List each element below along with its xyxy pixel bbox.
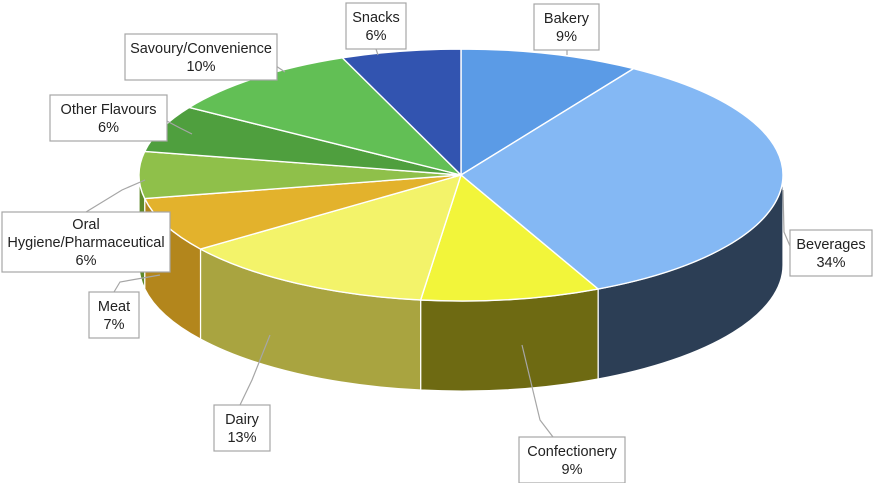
callout-category-label: Confectionery	[527, 444, 617, 460]
callout-category-label: Meat	[98, 299, 130, 315]
callout-leader-line	[113, 274, 161, 293]
callout-leader-line	[521, 344, 554, 438]
callout-leader-line	[164, 119, 193, 135]
callout-leader-line	[239, 334, 271, 406]
callout-percent-label: 9%	[556, 29, 577, 45]
pie-slice-bakery	[460, 48, 635, 176]
callout-box	[49, 94, 168, 142]
pie-side-confectionery	[420, 288, 599, 392]
callout-percent-label: 6%	[98, 120, 119, 136]
callout-bakery: Bakery 9%	[533, 3, 600, 55]
pie-slice-confectionery	[419, 174, 599, 302]
callout-box	[124, 33, 278, 81]
callout-box	[1, 211, 171, 273]
callout-box	[345, 2, 407, 50]
pie-top-faces	[138, 48, 784, 302]
callout-box	[518, 436, 626, 483]
callout-category-label: Beverages	[796, 237, 865, 253]
callout-leader-line	[375, 48, 379, 56]
callout-savoury-convenience: Savoury/Convenience 10%	[124, 33, 286, 81]
callout-dairy: Dairy 13%	[213, 334, 271, 452]
callout-percent-label: 6%	[366, 28, 387, 44]
callout-box	[213, 404, 271, 452]
pie-slice-snacks	[341, 48, 462, 176]
callout-percent-label: 34%	[816, 255, 845, 271]
callout-box	[533, 3, 600, 51]
pie-slice-oral-hygiene-pharmaceutical	[138, 150, 462, 200]
callout-percent-label: 7%	[104, 317, 125, 333]
pie-slice-dairy	[199, 174, 462, 301]
callout-category-label: Oral Hygiene/Pharmaceutical	[7, 217, 164, 251]
callout-category-label: Savoury/Convenience	[130, 41, 272, 57]
callout-percent-label: 10%	[186, 59, 215, 75]
callout-oral-hygiene-pharmaceutical: Oral Hygiene/Pharmaceutical 6%	[1, 179, 171, 273]
callout-box	[789, 229, 873, 277]
callout-meat: Meat 7%	[88, 274, 161, 339]
callout-other-flavours: Other Flavours 6%	[49, 94, 193, 142]
callout-leader-line	[85, 179, 146, 213]
callout-category-label: Other Flavours	[61, 102, 157, 118]
callout-category-label: Bakery	[544, 11, 590, 27]
pie-side-walls	[138, 174, 784, 392]
callout-snacks: Snacks 6%	[345, 2, 407, 56]
callout-category-label: Snacks	[352, 10, 400, 26]
callout-percent-label: 13%	[227, 430, 256, 446]
callout-box	[88, 291, 140, 339]
callout-percent-label: 9%	[562, 462, 583, 478]
pie-slice-beverages	[460, 67, 784, 290]
callout-confectionery: Confectionery 9%	[518, 344, 626, 483]
callout-percent-label: 6%	[76, 253, 97, 269]
callout-leader-line	[782, 189, 791, 247]
callout-category-label: Dairy	[225, 412, 260, 428]
callout-beverages: Beverages 34%	[782, 189, 873, 277]
